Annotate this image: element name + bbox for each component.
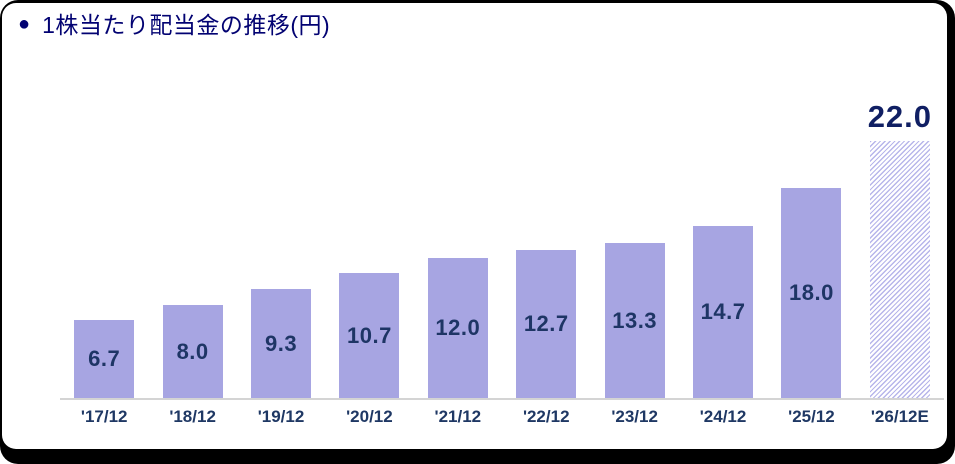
bar-value-label: 10.7 (347, 322, 392, 348)
bar: 18.0 (781, 188, 842, 398)
chart-header: ● 1株当たり配当金の推移(円) (18, 11, 330, 40)
bar-value-label: 9.3 (264, 330, 298, 356)
bar: 10.7 (339, 273, 400, 398)
bar-group: 8.0 (148, 68, 236, 398)
x-axis-label: '20/12 (346, 407, 393, 426)
x-axis-labels-row: '17/12 '18/12 '19/12 '20/12 '21/12 '22/12 '23/… (60, 406, 944, 428)
bar: 12.0 (427, 258, 488, 398)
bar-estimated: 22.0 (868, 101, 931, 398)
page-title: 1株当たり配当金の推移(円) (42, 12, 331, 38)
bar: 8.0 (162, 305, 223, 398)
bar-group: 9.3 (237, 68, 325, 398)
bar-group: 13.3 (590, 68, 678, 398)
x-axis-label: '21/12 (434, 407, 482, 426)
bar-group: 12.0 (414, 68, 502, 398)
bar-group: 10.7 (325, 68, 413, 398)
bar-group: 12.7 (502, 68, 590, 398)
bar-group: 6.7 (60, 68, 148, 398)
bar: 6.7 (74, 320, 135, 398)
x-axis-label: '24/12 (699, 407, 747, 426)
chart-card: ● 1株当たり配当金の推移(円) 6.7 8.0 9.3 10.7 12.0 12.7 13… (2, 3, 947, 449)
x-axis-label: '17/12 (80, 407, 128, 426)
bar-value-label: 18.0 (789, 280, 834, 305)
x-axis-label: '23/12 (611, 407, 658, 426)
bar-value-label: 6.7 (88, 346, 121, 371)
bar-value-label: 12.0 (435, 315, 481, 340)
bar-value-label: 12.7 (523, 311, 569, 336)
x-axis-label: '19/12 (257, 407, 305, 426)
bars-row: 6.7 8.0 9.3 10.7 12.0 12.7 13.3 14.7 18.0 22.0 (60, 68, 944, 398)
bar: 14.7 (693, 226, 754, 398)
x-axis-label: '18/12 (169, 407, 216, 426)
circle-bullet-icon: ● (18, 13, 31, 36)
bar: 9.3 (251, 289, 312, 398)
bar-value-label: 8.0 (176, 338, 209, 364)
x-axis-label: '25/12 (788, 407, 835, 426)
x-axis-label: '22/12 (522, 407, 570, 426)
bar-group: 14.7 (679, 68, 767, 398)
bar-group: 22.0 (856, 68, 944, 398)
x-axis-label: '26/12E (870, 407, 929, 426)
bar-group: 18.0 (767, 68, 855, 398)
dividend-per-share-chart: 6.7 8.0 9.3 10.7 12.0 12.7 13.3 14.7 18.0 22.0 '1… (60, 3, 944, 449)
x-axis-line (60, 398, 944, 400)
bar-value-label: 14.7 (700, 299, 746, 324)
bar: 12.7 (516, 250, 577, 398)
bar-value-label: 13.3 (612, 307, 658, 333)
bar: 13.3 (604, 243, 665, 398)
bar-value-label: 22.0 (867, 99, 933, 134)
